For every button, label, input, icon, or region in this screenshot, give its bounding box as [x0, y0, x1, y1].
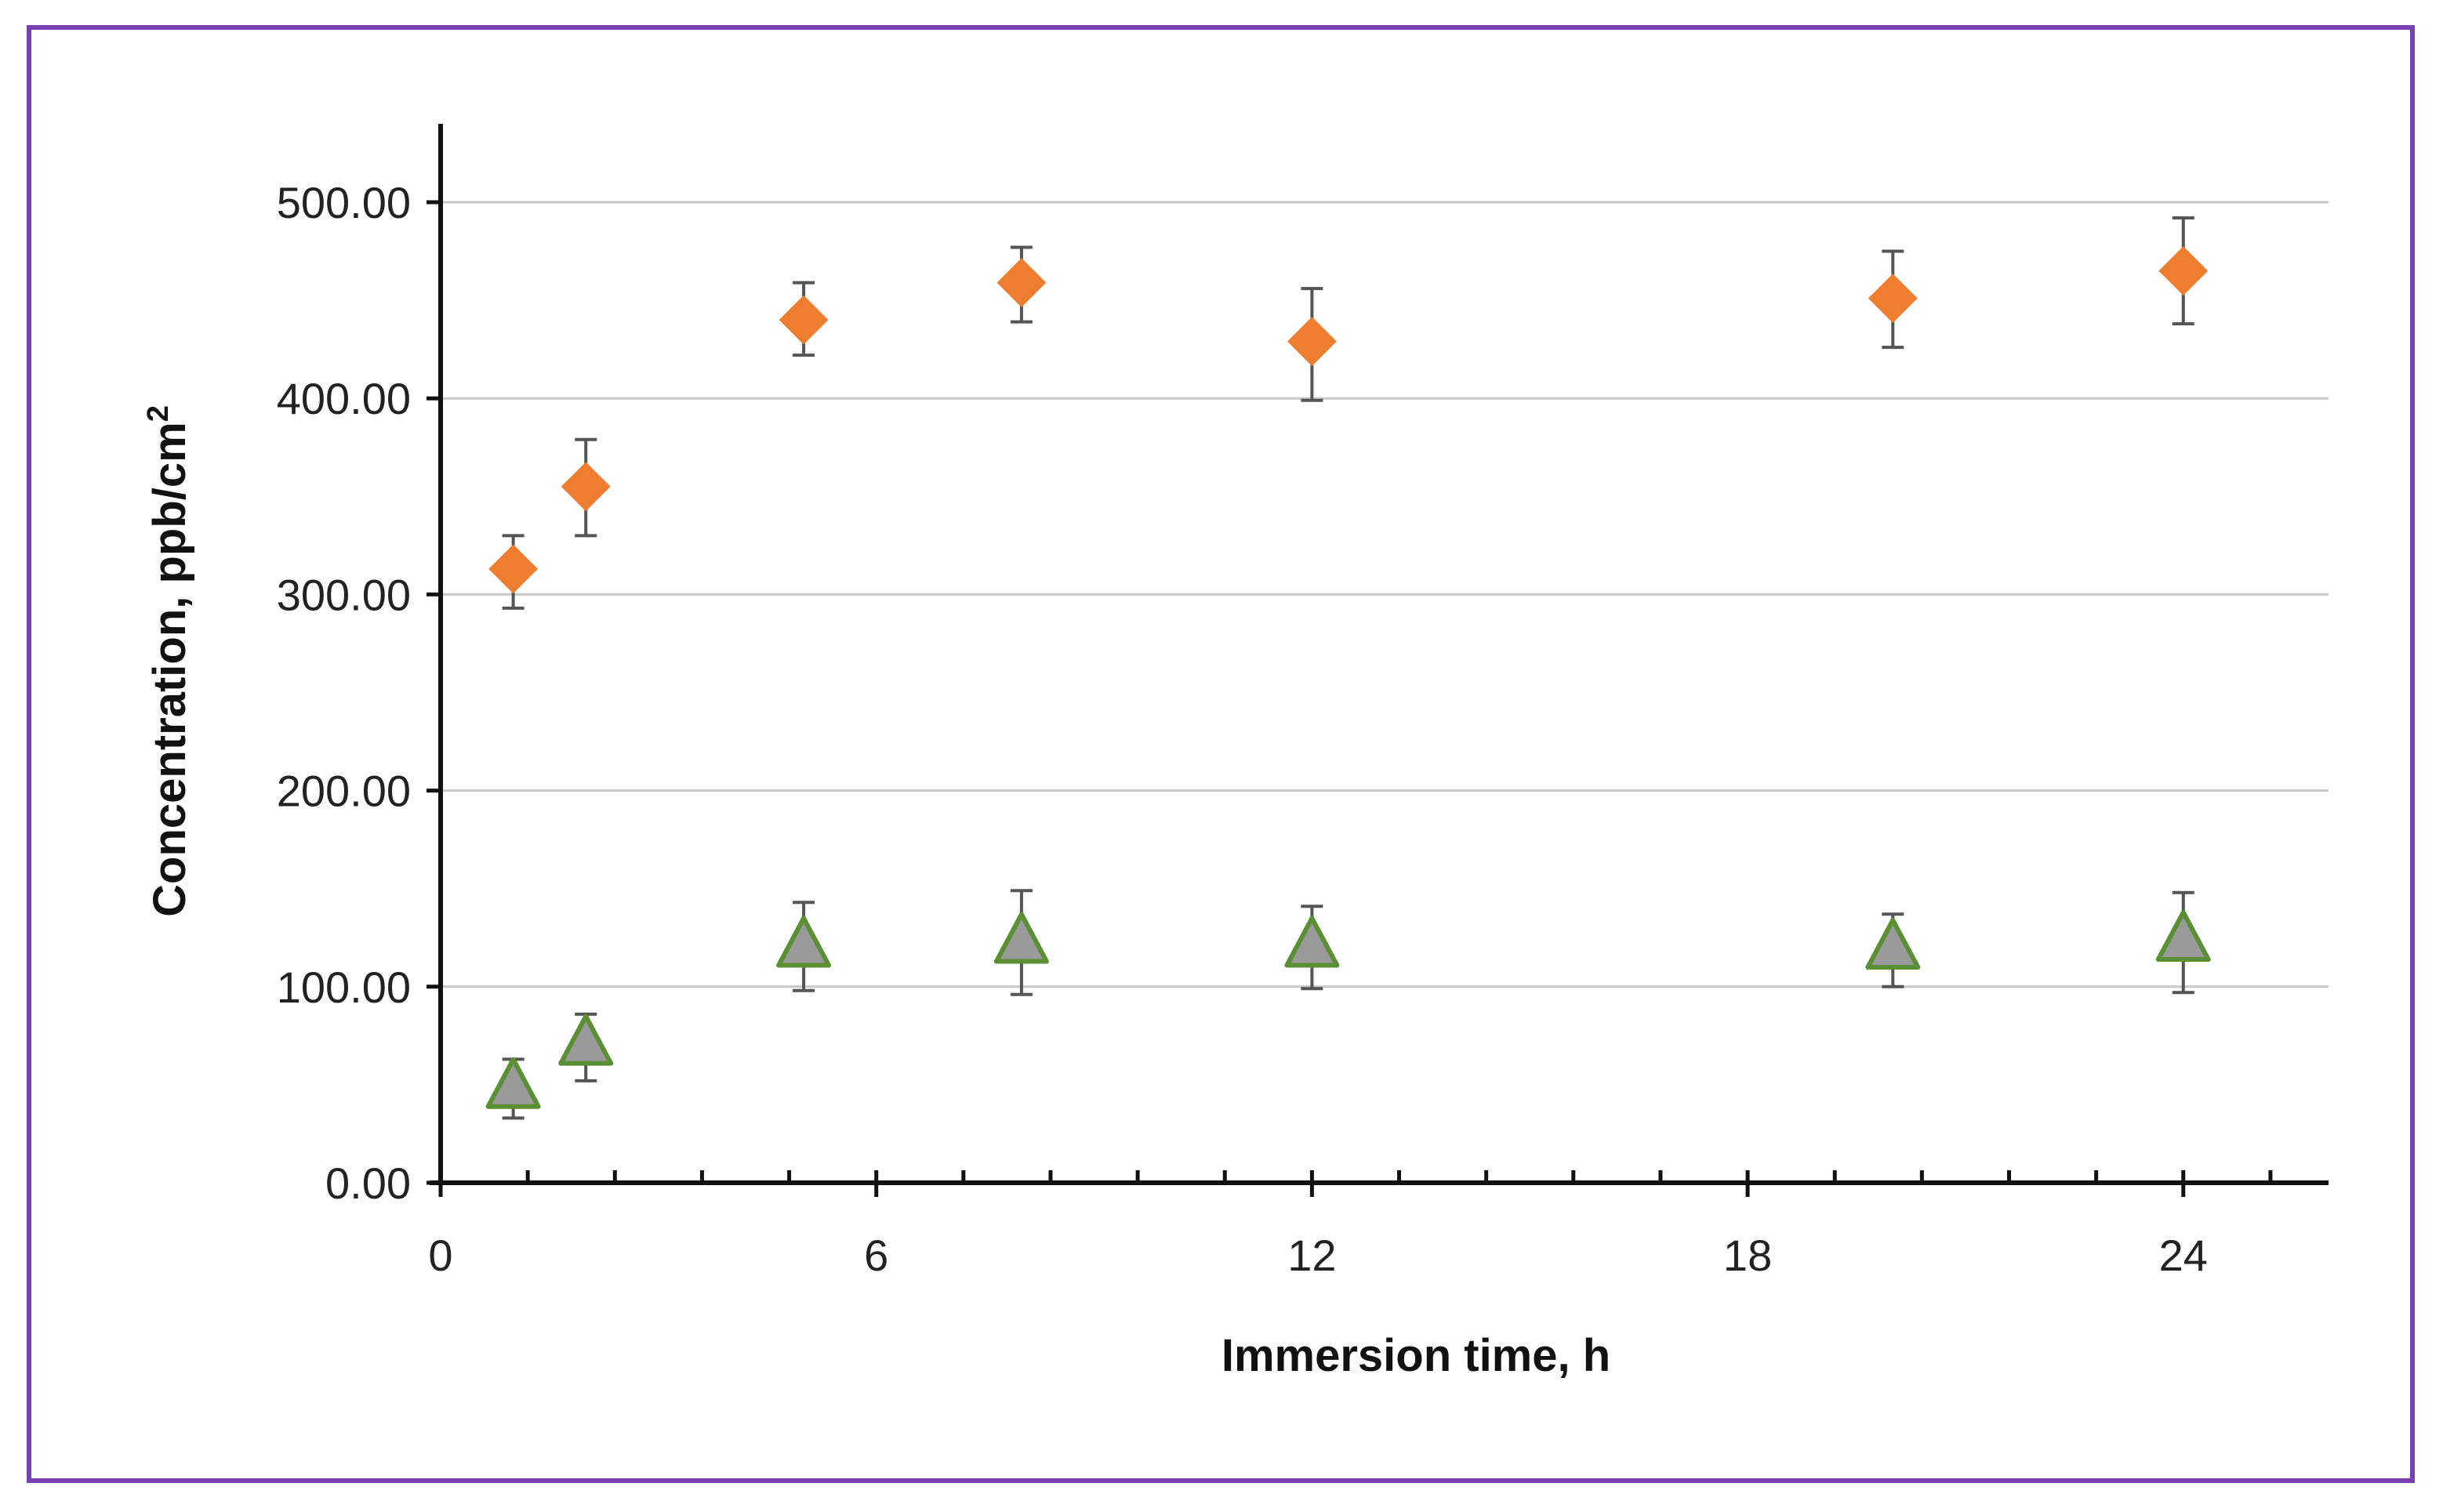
y-axis-title-main: Concentration, ppb/cm — [144, 422, 195, 917]
data-point-triangle — [485, 1057, 541, 1109]
y-tick-label: 400.00 — [277, 374, 411, 423]
y-tick-label: 300.00 — [277, 570, 411, 619]
scatter-chart: 0.00 100.00 200.00 300.00 400.00 500.00 0 6 12 1… — [142, 124, 2329, 1381]
data-point-triangle — [1284, 916, 1340, 968]
data-point-diamond — [561, 462, 611, 512]
y-tick-label: 500.00 — [277, 178, 411, 227]
chart-frame: 0.00 100.00 200.00 300.00 400.00 500.00 0 6 12 1… — [27, 25, 2415, 1483]
x-tick-label: 0 — [428, 1231, 452, 1280]
x-tick-label: 18 — [1723, 1231, 1772, 1280]
data-point-diamond — [779, 295, 829, 345]
x-tick-label: 24 — [2159, 1231, 2208, 1280]
data-point-diamond — [488, 544, 539, 594]
data-point-diamond — [1868, 274, 1918, 324]
y-tick-label: 200.00 — [277, 767, 411, 816]
x-tick-label: 6 — [864, 1231, 888, 1280]
data-series — [485, 216, 2211, 1120]
data-point-triangle — [776, 916, 832, 968]
data-point-triangle — [1865, 918, 1921, 970]
y-tick-labels: 0.00 100.00 200.00 300.00 400.00 500.00 — [277, 178, 411, 1208]
y-axis-title-superscript: 2 — [142, 405, 175, 422]
y-tick-label: 0.00 — [325, 1158, 411, 1208]
x-axis-title: Immersion time, h — [1222, 1330, 1610, 1381]
x-tick-label: 12 — [1287, 1231, 1336, 1280]
data-point-diamond — [2158, 246, 2209, 296]
data-point-triangle — [993, 912, 1049, 964]
x-tick-labels: 0 6 12 18 24 — [428, 1231, 2207, 1280]
data-point-diamond — [996, 258, 1047, 307]
y-axis-title: Concentration, ppb/cm2 — [142, 405, 195, 917]
data-point-triangle — [2155, 910, 2211, 963]
axes — [427, 124, 2329, 1197]
gridlines — [441, 201, 2329, 988]
y-tick-label: 100.00 — [277, 963, 411, 1012]
orange-diamond-series — [488, 216, 2209, 610]
green-triangle-series — [485, 889, 2211, 1120]
data-point-triangle — [558, 1013, 614, 1066]
data-point-diamond — [1287, 317, 1337, 367]
